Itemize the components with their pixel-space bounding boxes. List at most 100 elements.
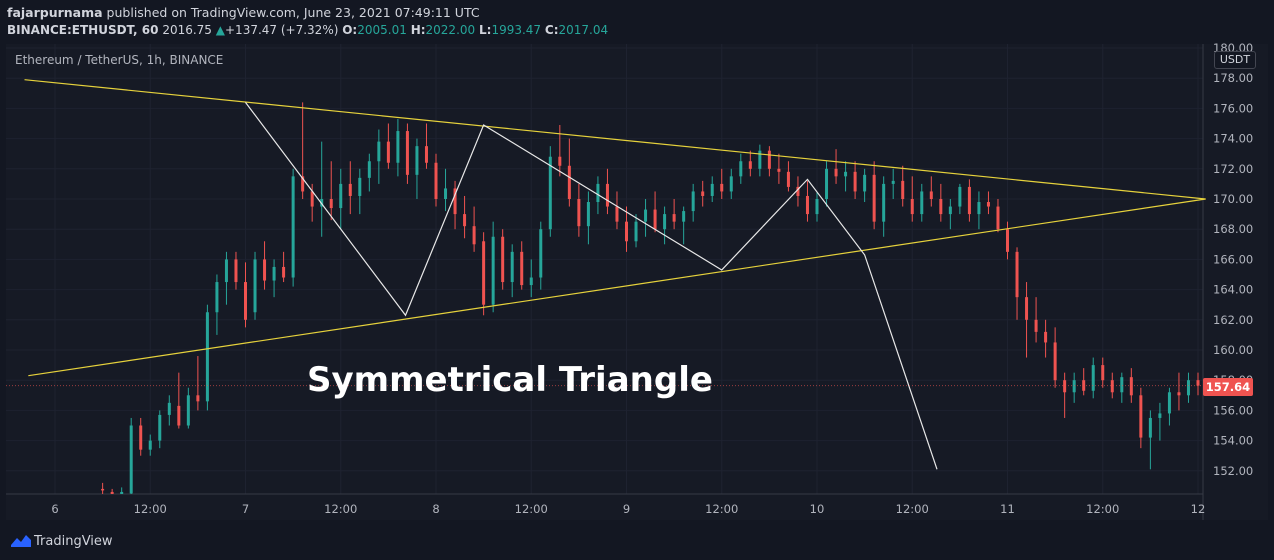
candle-body[interactable] <box>739 161 743 177</box>
candle-body[interactable] <box>967 186 971 215</box>
candle-body[interactable] <box>501 236 505 283</box>
candle-body[interactable] <box>682 211 686 222</box>
candle-body[interactable] <box>796 186 800 196</box>
candle-body[interactable] <box>815 199 819 215</box>
candle-body[interactable] <box>758 150 762 169</box>
candle-body[interactable] <box>205 312 209 402</box>
currency-badge[interactable]: USDT <box>1214 51 1256 69</box>
trendline-lower[interactable] <box>28 198 1206 377</box>
candle-body[interactable] <box>834 168 838 177</box>
candle-body[interactable] <box>948 206 952 215</box>
candle-body[interactable] <box>348 183 352 196</box>
trendline-upper[interactable] <box>24 79 1206 200</box>
candle-body[interactable] <box>729 176 733 192</box>
candle-body[interactable] <box>1072 380 1076 393</box>
candle-body[interactable] <box>329 199 333 209</box>
candle-body[interactable] <box>472 226 476 245</box>
candle-body[interactable] <box>634 221 638 242</box>
candle-body[interactable] <box>1063 380 1067 393</box>
candle-body[interactable] <box>596 183 600 203</box>
tradingview-logo-icon[interactable] <box>10 532 32 550</box>
candle-body[interactable] <box>996 206 1000 230</box>
candle-body[interactable] <box>491 236 495 305</box>
candle-body[interactable] <box>177 405 181 426</box>
candle-body[interactable] <box>444 188 448 199</box>
candle-body[interactable] <box>424 146 428 163</box>
candle-body[interactable] <box>272 266 276 281</box>
candle-body[interactable] <box>1148 417 1152 438</box>
candle-body[interactable] <box>958 186 962 207</box>
candle-body[interactable] <box>653 209 657 230</box>
candle-body[interactable] <box>1139 395 1143 438</box>
candle-body[interactable] <box>1034 319 1038 332</box>
candle-body[interactable] <box>891 180 895 184</box>
candle-body[interactable] <box>186 395 190 426</box>
candle-body[interactable] <box>558 156 562 166</box>
candle-body[interactable] <box>1129 377 1133 396</box>
candle-body[interactable] <box>415 146 419 175</box>
candle-body[interactable] <box>196 395 200 402</box>
candle-body[interactable] <box>1101 365 1105 381</box>
candle-body[interactable] <box>605 183 609 207</box>
candle-body[interactable] <box>710 183 714 196</box>
candle-body[interactable] <box>625 221 628 242</box>
candle-body[interactable] <box>482 241 486 305</box>
brand-name[interactable]: TradingView <box>34 534 113 549</box>
candle-body[interactable] <box>520 251 524 286</box>
candle-body[interactable] <box>453 188 457 215</box>
candle-body[interactable] <box>405 131 409 175</box>
candle-body[interactable] <box>396 131 400 163</box>
candle-body[interactable] <box>253 259 257 313</box>
candle-body[interactable] <box>282 266 286 278</box>
candle-body[interactable] <box>720 183 724 192</box>
candle-body[interactable] <box>901 180 905 199</box>
candle-body[interactable] <box>244 282 247 320</box>
candle-body[interactable] <box>863 174 867 192</box>
zigzag-pattern-line[interactable] <box>245 101 938 470</box>
candle-body[interactable] <box>1015 251 1019 298</box>
candle-body[interactable] <box>786 171 790 187</box>
candle-body[interactable] <box>777 168 781 172</box>
candle-body[interactable] <box>224 259 228 283</box>
candle-body[interactable] <box>386 141 390 163</box>
candle-body[interactable] <box>310 191 314 207</box>
candle-body[interactable] <box>844 171 848 177</box>
candle-body[interactable] <box>358 177 362 196</box>
candle-body[interactable] <box>663 214 667 230</box>
candle-body[interactable] <box>977 202 981 215</box>
candle-body[interactable] <box>301 176 305 192</box>
candle-body[interactable] <box>529 277 533 286</box>
candle-body[interactable] <box>586 202 590 227</box>
candle-body[interactable] <box>939 199 943 215</box>
candle-body[interactable] <box>882 183 886 222</box>
symbol-name[interactable]: BINANCE:ETHUSDT, 60 <box>7 23 159 37</box>
candle-body[interactable] <box>853 171 857 192</box>
candle-body[interactable] <box>539 229 543 278</box>
candle-body[interactable] <box>567 165 571 199</box>
candle-body[interactable] <box>701 191 705 196</box>
candle-body[interactable] <box>129 425 133 494</box>
candle-body[interactable] <box>120 491 124 494</box>
candle-body[interactable] <box>748 161 752 169</box>
candle-body[interactable] <box>1110 380 1114 393</box>
candle-body[interactable] <box>1091 365 1095 391</box>
candle-body[interactable] <box>672 214 676 222</box>
candle-body[interactable] <box>434 162 438 199</box>
candle-body[interactable] <box>1025 297 1029 320</box>
candle-body[interactable] <box>158 414 162 441</box>
candle-body[interactable] <box>463 214 467 227</box>
candle-body[interactable] <box>167 402 171 415</box>
candle-body[interactable] <box>1120 377 1124 393</box>
candle-body[interactable] <box>577 199 581 227</box>
candle-body[interactable] <box>367 161 371 178</box>
candle-body[interactable] <box>1053 342 1057 381</box>
candle-body[interactable] <box>291 176 295 278</box>
candle-body[interactable] <box>339 183 343 209</box>
candle-body[interactable] <box>691 191 695 212</box>
candle-body[interactable] <box>767 150 771 169</box>
candle-body[interactable] <box>1158 413 1162 418</box>
candle-body[interactable] <box>548 156 552 230</box>
candle-body[interactable] <box>805 195 809 215</box>
candle-body[interactable] <box>920 191 924 215</box>
candle-body[interactable] <box>263 259 267 281</box>
